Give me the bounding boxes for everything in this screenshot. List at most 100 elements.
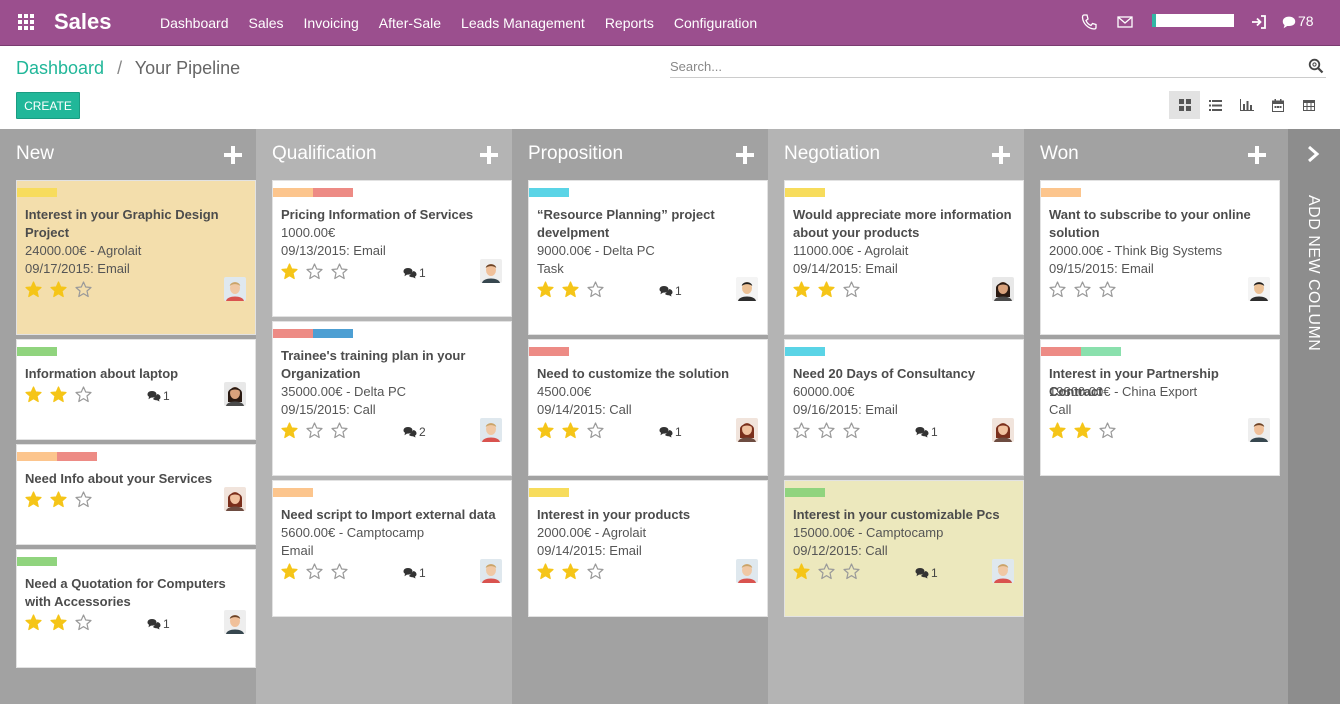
calendar-view-button[interactable] xyxy=(1262,91,1293,119)
star-empty-icon[interactable] xyxy=(75,281,92,298)
kanban-card[interactable]: Would appreciate more information about … xyxy=(784,180,1024,335)
menu-item-after-sale[interactable]: After-Sale xyxy=(378,15,442,31)
star-filled-icon[interactable] xyxy=(1049,422,1066,439)
quick-create-plus-icon[interactable] xyxy=(1248,146,1266,164)
star-empty-icon[interactable] xyxy=(587,563,604,580)
star-filled-icon[interactable] xyxy=(50,491,67,508)
quick-create-plus-icon[interactable] xyxy=(480,146,498,164)
star-empty-icon[interactable] xyxy=(306,263,323,280)
star-filled-icon[interactable] xyxy=(562,563,579,580)
star-empty-icon[interactable] xyxy=(843,281,860,298)
star-empty-icon[interactable] xyxy=(1074,281,1091,298)
star-filled-icon[interactable] xyxy=(25,281,42,298)
menu-item-configuration[interactable]: Configuration xyxy=(673,15,758,31)
star-empty-icon[interactable] xyxy=(75,386,92,403)
star-filled-icon[interactable] xyxy=(281,263,298,280)
breadcrumb-dashboard[interactable]: Dashboard xyxy=(16,58,105,78)
star-empty-icon[interactable] xyxy=(1099,422,1116,439)
star-filled-icon[interactable] xyxy=(1074,422,1091,439)
priority-stars[interactable] xyxy=(281,563,356,580)
quick-create-plus-icon[interactable] xyxy=(736,146,754,164)
star-empty-icon[interactable] xyxy=(1049,281,1066,298)
priority-stars[interactable] xyxy=(25,614,100,631)
priority-stars[interactable] xyxy=(1049,281,1124,298)
quick-create-plus-icon[interactable] xyxy=(224,146,242,164)
star-empty-icon[interactable] xyxy=(843,422,860,439)
priority-stars[interactable] xyxy=(793,563,868,580)
messaging-counter[interactable]: 78 xyxy=(1298,13,1314,29)
kanban-card[interactable]: Information about laptop 1 xyxy=(16,339,256,440)
star-filled-icon[interactable] xyxy=(537,422,554,439)
star-filled-icon[interactable] xyxy=(793,281,810,298)
star-filled-icon[interactable] xyxy=(25,491,42,508)
envelope-icon[interactable] xyxy=(1116,13,1134,31)
kanban-card[interactable]: Interest in your Partnership Contract 19… xyxy=(1040,339,1280,476)
list-view-button[interactable] xyxy=(1200,91,1231,119)
search-input[interactable] xyxy=(670,56,1290,77)
priority-stars[interactable] xyxy=(1049,422,1124,439)
star-filled-icon[interactable] xyxy=(818,281,835,298)
priority-stars[interactable] xyxy=(281,422,356,439)
kanban-card[interactable]: Need to customize the solution 4500.00€ … xyxy=(528,339,768,476)
priority-stars[interactable] xyxy=(537,563,612,580)
star-filled-icon[interactable] xyxy=(537,563,554,580)
chat-icon[interactable] xyxy=(1281,13,1297,31)
kanban-card[interactable]: Need 20 Days of Consultancy 60000.00€ 09… xyxy=(784,339,1024,476)
star-empty-icon[interactable] xyxy=(331,263,348,280)
kanban-card[interactable]: Interest in your Graphic Design Project … xyxy=(16,180,256,335)
priority-stars[interactable] xyxy=(25,491,100,508)
star-empty-icon[interactable] xyxy=(843,563,860,580)
star-filled-icon[interactable] xyxy=(562,281,579,298)
star-empty-icon[interactable] xyxy=(818,563,835,580)
pivot-view-button[interactable] xyxy=(1293,91,1324,119)
star-empty-icon[interactable] xyxy=(331,422,348,439)
kanban-card[interactable]: Need Info about your Services xyxy=(16,444,256,545)
graph-view-button[interactable] xyxy=(1231,91,1262,119)
kanban-card[interactable]: “Resource Planning” project develpment 9… xyxy=(528,180,768,335)
priority-stars[interactable] xyxy=(281,263,356,280)
search-icon[interactable] xyxy=(1308,58,1324,74)
star-empty-icon[interactable] xyxy=(818,422,835,439)
menu-item-leads-management[interactable]: Leads Management xyxy=(461,15,585,31)
kanban-card[interactable]: Interest in your products 2000.00€ - Agr… xyxy=(528,480,768,617)
sign-in-icon[interactable] xyxy=(1250,13,1268,31)
app-switcher-icon[interactable] xyxy=(18,14,34,30)
kanban-card[interactable]: Pricing Information of Services 1000.00€… xyxy=(272,180,512,317)
kanban-view-button[interactable] xyxy=(1169,91,1200,119)
kanban-card[interactable]: Need a Quotation for Computers with Acce… xyxy=(16,549,256,668)
star-filled-icon[interactable] xyxy=(537,281,554,298)
star-empty-icon[interactable] xyxy=(306,563,323,580)
star-empty-icon[interactable] xyxy=(793,422,810,439)
priority-stars[interactable] xyxy=(25,386,100,403)
star-empty-icon[interactable] xyxy=(75,614,92,631)
quick-create-plus-icon[interactable] xyxy=(992,146,1010,164)
kanban-card[interactable]: Want to subscribe to your online solutio… xyxy=(1040,180,1280,335)
star-filled-icon[interactable] xyxy=(25,386,42,403)
add-new-column[interactable]: ADD NEW COLUMN xyxy=(1288,129,1340,704)
priority-stars[interactable] xyxy=(793,422,868,439)
star-filled-icon[interactable] xyxy=(25,614,42,631)
priority-stars[interactable] xyxy=(537,422,612,439)
create-button[interactable]: CREATE xyxy=(16,92,80,119)
priority-stars[interactable] xyxy=(537,281,612,298)
menu-item-invoicing[interactable]: Invoicing xyxy=(303,15,359,31)
user-menu[interactable] xyxy=(1152,14,1234,27)
phone-icon[interactable] xyxy=(1080,13,1098,31)
star-filled-icon[interactable] xyxy=(281,422,298,439)
priority-stars[interactable] xyxy=(793,281,868,298)
star-filled-icon[interactable] xyxy=(793,563,810,580)
menu-item-dashboard[interactable]: Dashboard xyxy=(160,15,229,31)
star-filled-icon[interactable] xyxy=(50,281,67,298)
star-filled-icon[interactable] xyxy=(50,614,67,631)
star-filled-icon[interactable] xyxy=(50,386,67,403)
star-filled-icon[interactable] xyxy=(281,563,298,580)
star-empty-icon[interactable] xyxy=(331,563,348,580)
star-filled-icon[interactable] xyxy=(562,422,579,439)
star-empty-icon[interactable] xyxy=(1099,281,1116,298)
kanban-card[interactable]: Need script to Import external data 5600… xyxy=(272,480,512,617)
menu-item-sales[interactable]: Sales xyxy=(248,15,284,31)
star-empty-icon[interactable] xyxy=(306,422,323,439)
menu-item-reports[interactable]: Reports xyxy=(604,15,654,31)
star-empty-icon[interactable] xyxy=(587,422,604,439)
kanban-card[interactable]: Interest in your customizable Pcs 15000.… xyxy=(784,480,1024,617)
